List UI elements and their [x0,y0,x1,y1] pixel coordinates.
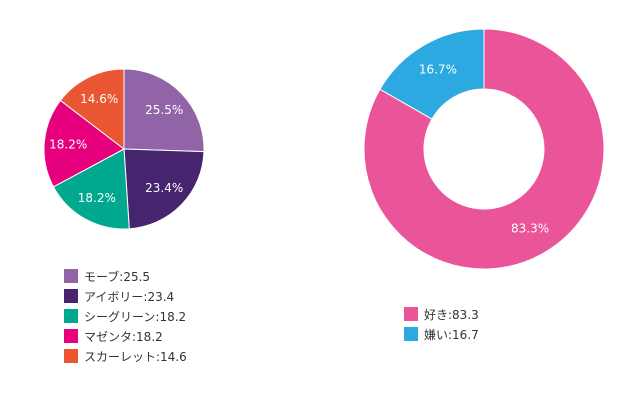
pie-slice-label: 14.6% [80,92,118,106]
legend-label: アイボリー:23.4 [84,289,175,304]
legend-item-dislike: 嫌い:16.7 [404,324,479,344]
donut-chart: 83.3% 16.7% [363,28,605,270]
donut-slice-label: 16.7% [419,62,457,76]
donut-slice-0 [363,28,605,270]
legend-label: スカーレット:14.6 [84,349,187,364]
legend-label: モーブ:25.5 [84,269,151,284]
pie-slice-4 [59,68,125,151]
pie-chart: 25.5% 23.4% 18.2% 18.2% 14.6% [43,68,205,230]
legend-item-like: 好き:83.3 [404,304,479,324]
legend-swatch [64,269,78,283]
legend-label: マゼンタ:18.2 [84,329,163,344]
legend-swatch [64,309,78,323]
legend-item-mauve: モーブ:25.5 [64,266,187,286]
pie-slice-label: 25.5% [145,103,183,117]
donut-slice-1 [379,28,485,120]
pie-slice-label: 18.2% [49,138,87,152]
pie-slice-label: 18.2% [78,191,116,205]
pie-slice-3 [43,99,125,188]
pie-slice-0 [123,68,205,153]
legend-swatch [64,289,78,303]
legend-label: 好き:83.3 [424,307,479,322]
pie-slice-label: 23.4% [145,181,183,195]
legend-item-magenta: マゼンタ:18.2 [64,326,187,346]
legend-swatch [64,329,78,343]
legend-item-seagreen: シーグリーン:18.2 [64,306,187,326]
legend-label: 嫌い:16.7 [424,327,479,342]
legend-label: シーグリーン:18.2 [84,309,187,324]
legend-swatch [404,307,418,321]
pie-slice-2 [52,148,130,230]
donut-slice-label: 83.3% [511,222,549,236]
pie-legend: モーブ:25.5 アイボリー:23.4 シーグリーン:18.2 マゼンタ:18.… [64,266,187,366]
legend-item-ivory: アイボリー:23.4 [64,286,187,306]
legend-item-scarlet: スカーレット:14.6 [64,346,187,366]
legend-swatch [64,349,78,363]
pie-slice-1 [123,148,205,230]
donut-legend: 好き:83.3 嫌い:16.7 [404,304,479,344]
legend-swatch [404,327,418,341]
